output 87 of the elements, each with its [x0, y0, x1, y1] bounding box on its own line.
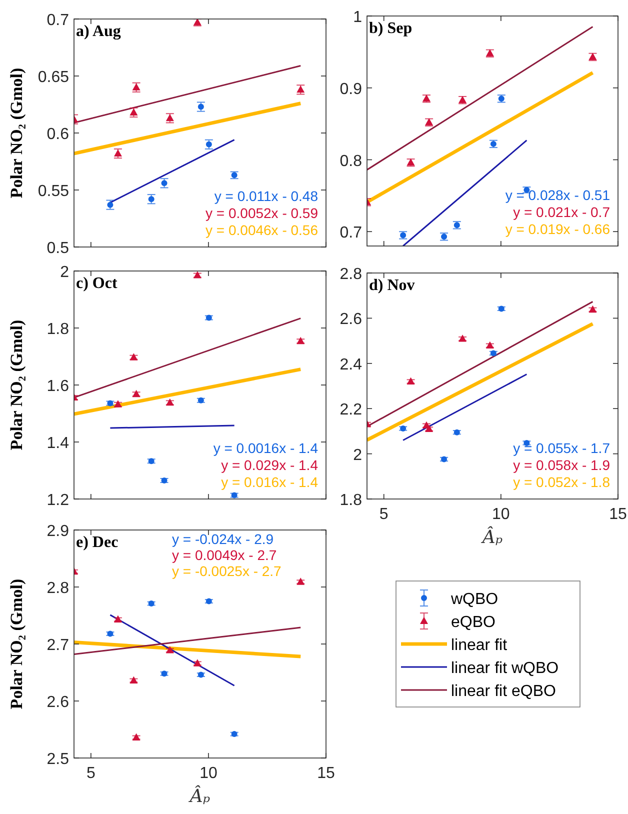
y-tick-label: 2.7 [46, 637, 70, 654]
y-tick-label: 1.2 [46, 492, 70, 509]
y-axis-title: Polar NO₂ (Gmol) [7, 68, 26, 198]
point [148, 196, 154, 202]
annotation: y = 0.0049x - 2.7 [172, 547, 277, 563]
y-tick-label: 1 [353, 9, 362, 26]
y-tick-label: 1.8 [46, 321, 70, 338]
y-axis-title: Polar NO₂ (Gmol) [7, 320, 26, 450]
y-tick-label: 0.9 [340, 80, 362, 98]
point [132, 83, 140, 90]
annotation: y = 0.0046x - 0.56 [206, 222, 318, 238]
y-tick-label: 2.6 [340, 311, 362, 328]
annotation: y = 0.019x - 0.66 [505, 221, 610, 237]
point [161, 180, 168, 186]
point [166, 114, 174, 122]
y-tick-label: 2 [353, 446, 362, 464]
point [130, 676, 138, 684]
annotation: y = 0.0052x - 0.59 [206, 205, 318, 221]
point [114, 149, 122, 157]
y-tick-label: 2.4 [340, 356, 362, 374]
point [107, 630, 114, 637]
annotation: y = 0.058x - 1.9 [513, 457, 610, 473]
y-tick-label: 0.65 [38, 69, 70, 86]
y-tick-label: 2.8 [46, 580, 70, 597]
point [107, 202, 114, 208]
annotation: y = 0.0016x - 1.4 [213, 440, 318, 456]
y-tick-label: 0.7 [46, 12, 70, 29]
annotation: y = 0.029x - 1.4 [221, 457, 318, 473]
y-tick-label: 1.8 [340, 492, 362, 509]
legend-label: linear fit [451, 637, 508, 654]
y-tick-label: 2 [60, 264, 70, 281]
point [132, 733, 140, 740]
y-tick-label: 2.9 [46, 523, 70, 540]
annotation: y = 0.055x - 1.7 [513, 440, 610, 456]
annotation: y = -0.0025x - 2.7 [172, 563, 282, 579]
chart-title: e) Dec [76, 534, 118, 551]
y-tick-label: 0.6 [46, 126, 70, 143]
point [130, 108, 138, 116]
point [406, 377, 415, 384]
y-tick-label: 0.5 [46, 240, 70, 257]
annotation: y = 0.052x - 1.8 [513, 474, 610, 490]
y-tick-label: 1.4 [46, 435, 70, 452]
x-axis-title: Âₚ [480, 526, 503, 548]
x-tick-label: 10 [492, 506, 510, 523]
x-tick-label: 5 [86, 765, 96, 782]
point [114, 615, 122, 622]
point [296, 336, 305, 344]
point [198, 104, 204, 110]
point [486, 341, 494, 349]
point [198, 672, 204, 678]
chart-title: d) Nov [369, 277, 415, 294]
y-tick-label: 2.6 [46, 694, 70, 711]
x-axis-title: Âₚ [188, 785, 210, 807]
point [166, 646, 174, 654]
y-axis-title: Polar NO₂ (Gmol) [7, 578, 26, 710]
chart-title: c) Oct [76, 275, 118, 292]
annotation: y = 0.011x - 0.48 [214, 188, 318, 204]
point [132, 390, 140, 398]
chart-title: b) Sep [369, 20, 412, 37]
y-tick-label: 0.8 [340, 152, 362, 170]
legend-label: linear fit eQBO [451, 683, 556, 700]
annotation: y = 0.028x - 0.51 [505, 187, 610, 203]
y-tick-label: 0.55 [38, 183, 70, 200]
x-tick-label: 10 [200, 765, 218, 782]
legend-label: wQBO [450, 591, 498, 608]
point [206, 141, 212, 148]
point [425, 424, 434, 432]
y-tick-label: 1.6 [46, 378, 70, 395]
y-tick-label: 0.7 [340, 224, 362, 242]
point [588, 305, 597, 313]
point [193, 659, 202, 666]
legend-label: linear fit wQBO [451, 660, 559, 677]
y-tick-label: 2.5 [46, 751, 70, 768]
annotation: y = -0.024x - 2.9 [172, 531, 274, 547]
chart-title: a) Aug [76, 23, 121, 40]
point [296, 578, 305, 585]
y-tick-label: 2.8 [340, 266, 362, 283]
x-tick-label: 15 [609, 506, 627, 523]
annotation: y = 0.016x - 1.4 [221, 474, 318, 490]
y-tick-label: 2.2 [340, 402, 362, 419]
x-tick-label: 5 [379, 506, 388, 523]
point [296, 85, 305, 93]
point [206, 598, 212, 604]
legend-label: eQBO [451, 614, 496, 631]
x-tick-label: 15 [317, 765, 335, 782]
point [166, 398, 174, 406]
annotation: y = 0.021x - 0.7 [513, 204, 610, 220]
